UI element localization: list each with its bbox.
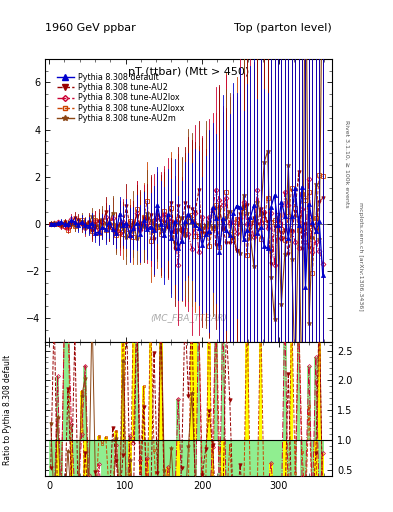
- Text: Ratio to Pythia 8.308 default: Ratio to Pythia 8.308 default: [4, 354, 12, 465]
- Text: Rivet 3.1.10, ≥ 100k events: Rivet 3.1.10, ≥ 100k events: [344, 120, 349, 208]
- Text: (MC_FBA_TTBAR): (MC_FBA_TTBAR): [150, 313, 227, 322]
- Text: mcplots.cern.ch [arXiv:1306.3436]: mcplots.cern.ch [arXiv:1306.3436]: [358, 202, 363, 310]
- Text: pT (ttbar) (Mtt > 450): pT (ttbar) (Mtt > 450): [128, 68, 249, 77]
- Text: 1960 GeV ppbar: 1960 GeV ppbar: [45, 23, 136, 33]
- Text: Top (parton level): Top (parton level): [234, 23, 332, 33]
- Legend: Pythia 8.308 default, Pythia 8.308 tune-AU2, Pythia 8.308 tune-AU2lox, Pythia 8.: Pythia 8.308 default, Pythia 8.308 tune-…: [55, 71, 186, 124]
